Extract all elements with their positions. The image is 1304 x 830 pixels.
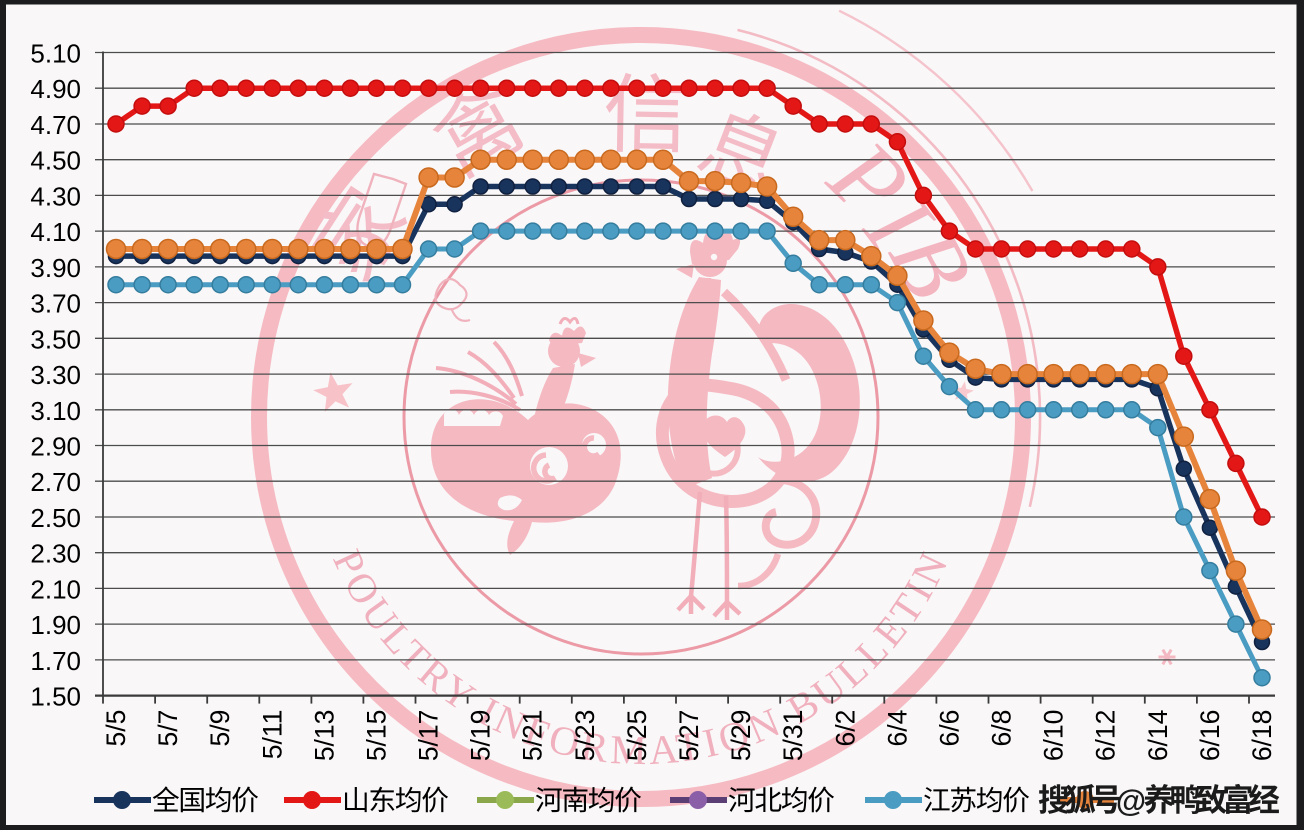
svg-text:5/7: 5/7 [153,710,183,747]
svg-text:4.30: 4.30 [30,181,81,211]
svg-text:3.30: 3.30 [30,360,81,390]
svg-text:3.50: 3.50 [30,324,81,354]
svg-text:1.70: 1.70 [30,646,81,676]
svg-text:6/2: 6/2 [830,710,860,747]
svg-text:6/8: 6/8 [987,710,1017,747]
svg-text:2.30: 2.30 [30,539,81,569]
svg-text:6/6: 6/6 [934,710,964,747]
svg-text:6/4: 6/4 [882,710,912,747]
svg-text:5/11: 5/11 [257,710,287,760]
svg-text:1.90: 1.90 [30,610,81,640]
svg-text:6/18: 6/18 [1247,710,1277,762]
svg-text:3.10: 3.10 [30,396,81,426]
svg-text:5/21: 5/21 [518,710,548,762]
svg-text:2.90: 2.90 [30,432,81,462]
svg-text:5/27: 5/27 [674,710,704,762]
svg-text:6/10: 6/10 [1039,710,1069,762]
svg-text:6/14: 6/14 [1143,710,1173,762]
svg-text:4.10: 4.10 [30,217,81,247]
svg-text:2.50: 2.50 [30,503,81,533]
svg-text:4.70: 4.70 [30,110,81,140]
svg-text:5/25: 5/25 [622,710,652,762]
svg-text:5/9: 5/9 [205,710,235,747]
svg-text:2.70: 2.70 [30,467,81,497]
svg-text:6/16: 6/16 [1195,710,1225,762]
svg-text:@: @ [1116,783,1146,818]
svg-text:5/31: 5/31 [778,710,808,762]
svg-text:5/29: 5/29 [726,710,756,762]
svg-text:5.10: 5.10 [30,39,81,69]
svg-text:5/19: 5/19 [466,710,496,762]
svg-text:4.90: 4.90 [30,74,81,104]
svg-text:5/15: 5/15 [362,710,392,762]
svg-text:1.50: 1.50 [30,682,81,712]
svg-text:5/23: 5/23 [570,710,600,762]
svg-text:2.10: 2.10 [30,574,81,604]
svg-text:5/17: 5/17 [414,710,444,762]
svg-text:3.70: 3.70 [30,289,81,319]
svg-text:5/13: 5/13 [309,710,339,762]
svg-text:3.90: 3.90 [30,253,81,283]
svg-text:4.50: 4.50 [30,146,81,176]
svg-text:5/5: 5/5 [101,710,131,747]
svg-text:6/12: 6/12 [1091,710,1121,762]
